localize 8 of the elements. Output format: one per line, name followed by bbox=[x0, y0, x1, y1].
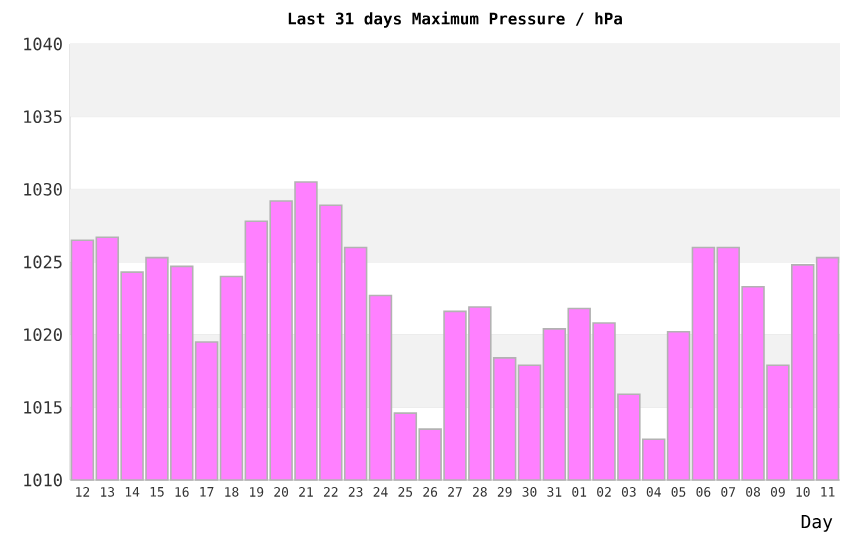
x-axis-title: Day bbox=[801, 515, 833, 532]
y-tick-label: 1025 bbox=[24, 255, 62, 269]
y-tick-label: 1035 bbox=[24, 110, 62, 124]
y-tick-label: 1015 bbox=[24, 400, 62, 414]
y-tick-label: 1040 bbox=[24, 37, 62, 51]
y-tick-label: 1030 bbox=[24, 182, 62, 196]
y-tick-label: 1020 bbox=[24, 328, 62, 342]
y-tick-label: 1010 bbox=[24, 473, 62, 487]
